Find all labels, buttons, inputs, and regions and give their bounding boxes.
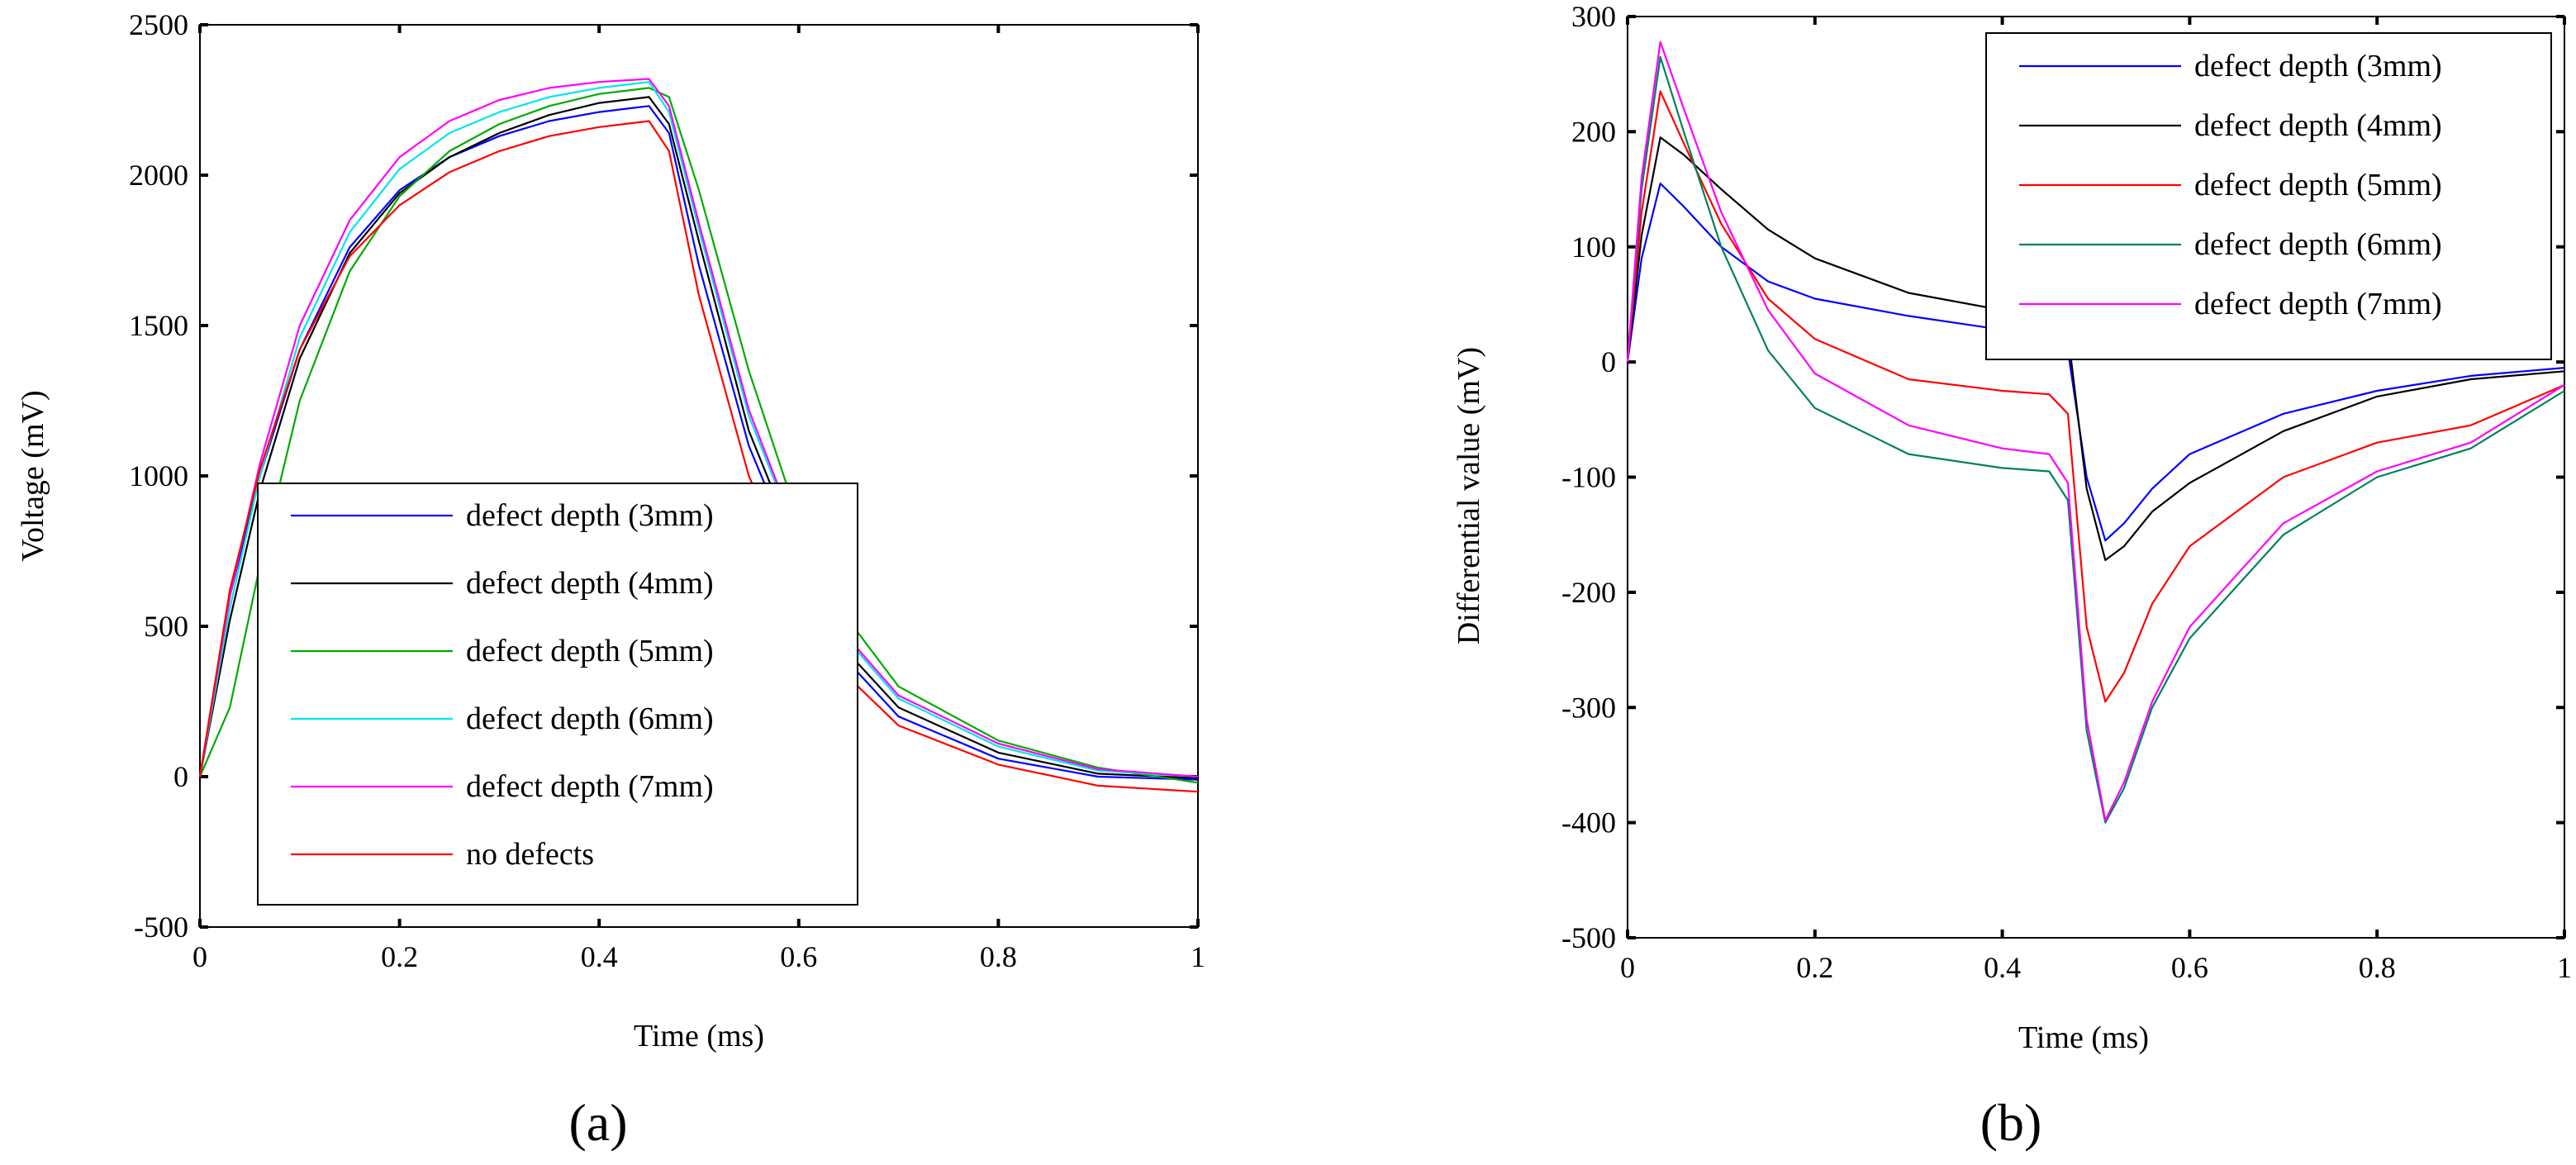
- chart-panel-b: 0 0.2 0.4 0.6 0.8 1 -500 -400 -300 -200 -100 0 100 20…: [1452, 0, 2572, 1152]
- legend-item-label: defect depth (6mm): [466, 701, 714, 736]
- legend-item-label: defect depth (4mm): [2194, 108, 2442, 143]
- y-tick-label: 0: [1601, 345, 1616, 378]
- y-tick-label: -100: [1561, 461, 1616, 494]
- series-line-defect-depth-7mm: [1626, 40, 2565, 821]
- x-tick-label: 0.8: [980, 940, 1017, 973]
- legend-item-label: defect depth (6mm): [2194, 227, 2442, 262]
- panel-label: (b): [1980, 1093, 2042, 1152]
- y-axis-label: Voltage (mV): [16, 390, 50, 561]
- series-line-defect-depth-5mm: [198, 87, 1199, 784]
- legend-item-label: defect depth (5mm): [2194, 168, 2442, 202]
- y-tick-label: 300: [1571, 0, 1616, 33]
- x-tick-label: 0.2: [381, 940, 418, 973]
- y-tick-label: 1500: [129, 309, 188, 342]
- legend-item-label: defect depth (7mm): [2194, 287, 2442, 321]
- x-tick-label: 0.6: [780, 940, 817, 973]
- legend-item-label: no defects: [466, 837, 594, 872]
- y-tick-label: 200: [1571, 115, 1616, 148]
- legend-box: [1985, 32, 2552, 360]
- x-tick-label: 1: [2557, 951, 2572, 984]
- legend-item-label: defect depth (3mm): [466, 498, 714, 533]
- legend-item-label: defect depth (3mm): [2194, 49, 2442, 83]
- x-tick-label: 1: [1191, 940, 1205, 973]
- y-tick-label: -500: [134, 911, 188, 944]
- x-tick-label: 0.2: [1796, 951, 1833, 984]
- series-line-defect-depth-5mm: [1626, 90, 2565, 703]
- x-tick-label: 0.6: [2171, 951, 2208, 984]
- series-line-defect-depth-4mm: [198, 96, 1199, 779]
- y-tick-label: 100: [1571, 231, 1616, 264]
- y-tick-label: -300: [1561, 691, 1616, 724]
- legend-item-label: defect depth (7mm): [466, 769, 714, 804]
- legend-item-label: defect depth (5mm): [466, 634, 714, 668]
- y-axis-label: Differential value (mV): [1452, 347, 1486, 644]
- x-axis-label: Time (ms): [634, 1019, 764, 1053]
- y-tick-label: 2500: [129, 8, 188, 41]
- panel-label: (a): [568, 1093, 627, 1152]
- series-line-defect-depth-6mm: [198, 81, 1199, 778]
- x-tick-label: 0: [1620, 951, 1635, 984]
- x-tick-label: 0.4: [1984, 951, 2021, 984]
- chart-panel-a: 0 0.2 0.4 0.6 0.8 1-50005001000150020002500de…: [16, 8, 1205, 1152]
- legend-item-label: defect depth (4mm): [466, 566, 714, 601]
- x-tick-label: 0.8: [2359, 951, 2396, 984]
- y-tick-label: -500: [1561, 921, 1616, 954]
- y-tick-label: 2000: [129, 159, 188, 192]
- series-line-no-defects: [198, 120, 1199, 793]
- y-tick-label: -400: [1561, 806, 1616, 839]
- y-tick-label: -200: [1561, 576, 1616, 609]
- y-tick-label: 500: [144, 610, 188, 643]
- x-tick-label: 0.4: [581, 940, 618, 973]
- series-line-defect-depth-6mm: [1626, 55, 2565, 824]
- legend: defect depth (3mm) defect depth (4mm) defe…: [1985, 32, 2552, 360]
- legend: defect depth (3mm) defect depth (4mm) defe…: [257, 483, 858, 906]
- y-tick-label: 1000: [129, 459, 188, 492]
- x-axis-label: Time (ms): [2018, 1020, 2149, 1055]
- x-tick-label: 0: [192, 940, 207, 973]
- y-tick-label: 0: [173, 760, 188, 793]
- series-line-defect-depth-7mm: [198, 78, 1199, 778]
- legend-box: [257, 483, 858, 906]
